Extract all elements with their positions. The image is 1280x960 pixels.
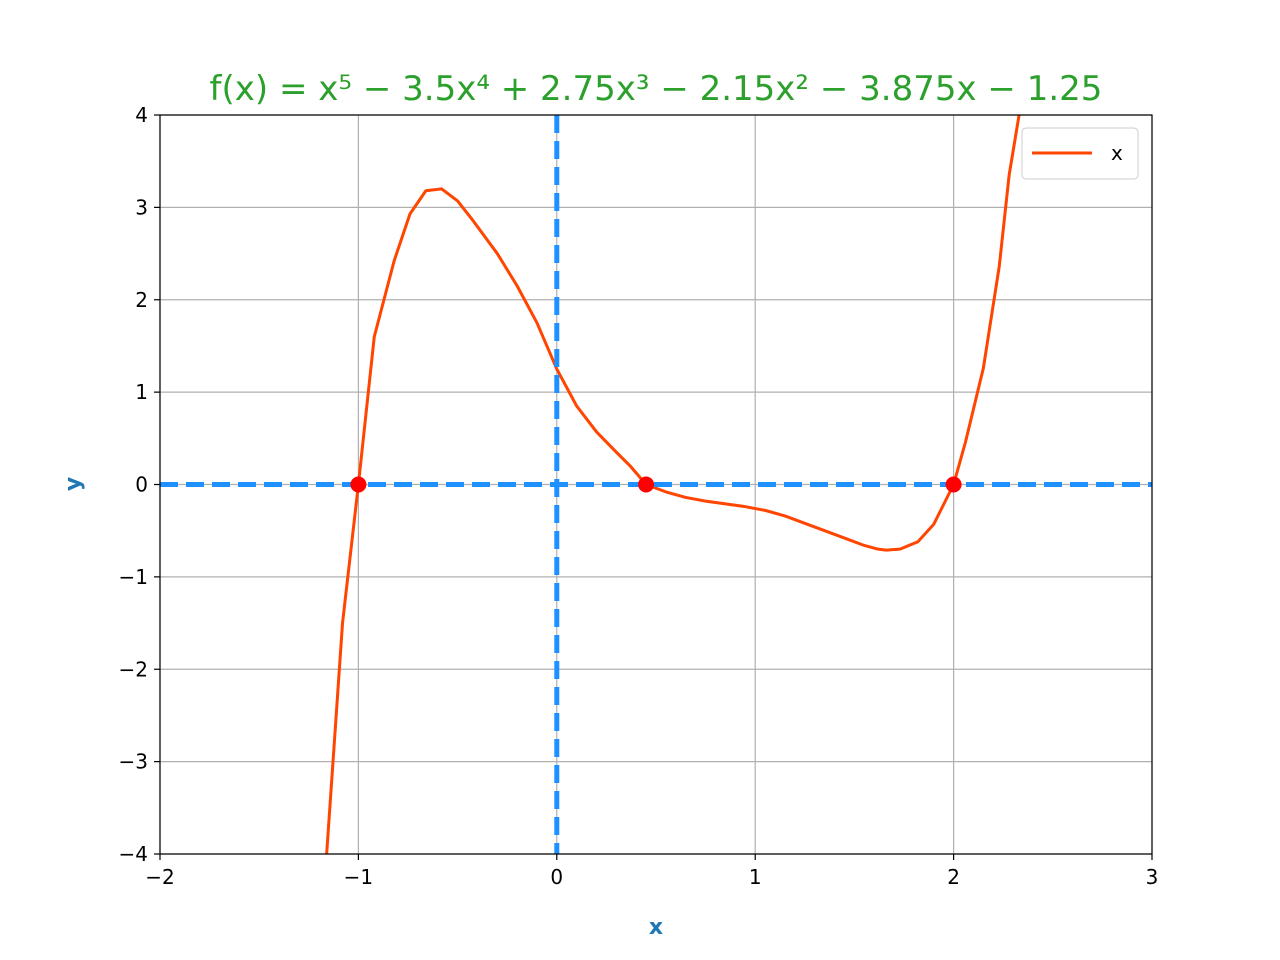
y-tick-label: −3 bbox=[119, 750, 148, 774]
y-tick-label: −4 bbox=[119, 842, 148, 866]
x-tick-label: 1 bbox=[749, 865, 762, 889]
series-line-0 bbox=[325, 115, 1021, 854]
legend: x bbox=[1021, 127, 1139, 180]
root-marker-2 bbox=[945, 476, 962, 493]
y-axis-label: y bbox=[61, 477, 86, 491]
series-group bbox=[160, 115, 1152, 854]
root-marker-1 bbox=[638, 476, 655, 493]
y-tick-label: 1 bbox=[135, 380, 148, 404]
roots-group bbox=[350, 476, 962, 493]
x-tick-label: 2 bbox=[947, 865, 960, 889]
x-tick-label: −1 bbox=[344, 865, 373, 889]
y-tick-label: −2 bbox=[119, 657, 148, 681]
legend-label: x bbox=[1111, 141, 1123, 165]
x-tick-label: 3 bbox=[1146, 865, 1159, 889]
y-tick-label: 3 bbox=[135, 195, 148, 219]
x-tick-label: −2 bbox=[145, 865, 174, 889]
chart-title: f(x) = x⁵ − 3.5x⁴ + 2.75x³ − 2.15x² − 3.… bbox=[210, 69, 1103, 109]
x-tick-label: 0 bbox=[550, 865, 563, 889]
y-tick-label: −1 bbox=[119, 565, 148, 589]
root-marker-0 bbox=[350, 476, 367, 493]
y-tick-label: 4 bbox=[135, 103, 148, 127]
x-axis-ticks: −2 −1 0 1 2 3 bbox=[145, 854, 1158, 889]
x-axis-label: x bbox=[649, 915, 663, 940]
plot-area bbox=[160, 115, 1152, 854]
y-tick-label: 2 bbox=[135, 288, 148, 312]
y-axis-ticks: −4 −3 −2 −1 0 1 2 3 4 bbox=[119, 103, 160, 866]
y-tick-label: 0 bbox=[135, 473, 148, 497]
